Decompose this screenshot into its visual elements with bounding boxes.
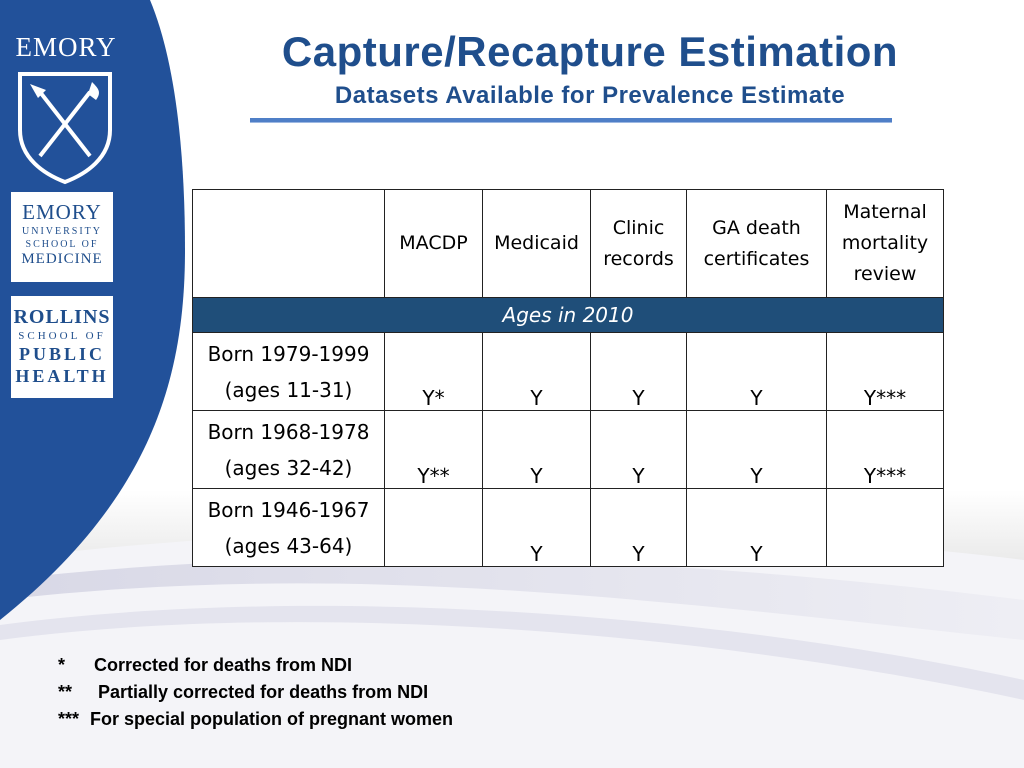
table-cell <box>384 488 483 567</box>
title-underline <box>250 118 892 123</box>
table-cell: Y*** <box>826 410 944 489</box>
slide-title: Capture/Recapture Estimation <box>281 28 899 75</box>
logo-line: SCHOOL OF <box>18 330 106 342</box>
table-cell: Y <box>686 410 827 489</box>
table-cell: Y*** <box>826 332 944 411</box>
footnotes: * Corrected for deaths from NDI ** Partial… <box>58 652 453 733</box>
row-header: Born 1946-1967 (ages 43-64) <box>192 488 385 567</box>
emory-wordmark: EMORY <box>15 32 117 62</box>
section-label: Ages in 2010 <box>192 297 944 333</box>
table-cell <box>826 488 944 567</box>
rollins-school-logo: ROLLINS SCHOOL OF PUBLIC HEALTH <box>11 296 113 398</box>
row-label-line2: (ages 32-42) <box>224 456 353 480</box>
logo-line: EMORY <box>22 200 102 224</box>
row-header: Born 1968-1978 (ages 32-42) <box>192 410 385 489</box>
school-of-medicine-logo: EMORY UNIVERSITY SCHOOL OF MEDICINE <box>11 192 113 282</box>
column-header-medicaid: Medicaid <box>482 189 591 298</box>
table-cell: Y* <box>384 332 483 411</box>
table-cell: Y <box>590 332 687 411</box>
table-cell: Y <box>590 410 687 489</box>
emory-shield-icon <box>18 72 112 185</box>
column-header-maternal-mortality-review: Maternal mortality review <box>826 189 944 298</box>
footnote-mark: *** <box>58 709 80 729</box>
footnote-text: Corrected for deaths from NDI <box>94 655 353 675</box>
column-header-empty <box>192 189 385 298</box>
logo-line: MEDICINE <box>21 251 103 267</box>
table-cell: Y <box>686 488 827 567</box>
logo-line: UNIVERSITY <box>22 226 102 237</box>
footnote: ** Partially corrected for deaths from ND… <box>58 679 453 706</box>
table-cell: Y <box>590 488 687 567</box>
footnote: * Corrected for deaths from NDI <box>58 652 453 679</box>
footnote-mark: * <box>58 655 66 675</box>
row-header: Born 1979-1999 (ages 11-31) <box>192 332 385 411</box>
footnote-text: Partially corrected for deaths from NDI <box>98 682 429 702</box>
table-row: Born 1968-1978 (ages 32-42) Y** Y Y Y Y*… <box>192 410 944 489</box>
table-cell: Y** <box>384 410 483 489</box>
logo-line: ROLLINS <box>13 306 111 328</box>
table-row: Born 1979-1999 (ages 11-31) Y* Y Y Y Y**… <box>192 332 944 411</box>
slide-subtitle: Datasets Available for Prevalence Estima… <box>334 82 846 109</box>
row-label-line1: Born 1979-1999 <box>207 342 370 366</box>
row-label-line2: (ages 11-31) <box>224 378 353 402</box>
row-label-line1: Born 1946-1967 <box>207 498 370 522</box>
column-header-macdp: MACDP <box>384 189 483 298</box>
logo-line: PUBLIC <box>18 344 105 364</box>
header-row: MACDP Medicaid Clinic records GA death c… <box>192 189 944 298</box>
datasets-table: MACDP Medicaid Clinic records GA death c… <box>192 189 944 567</box>
logo-line: SCHOOL OF <box>25 239 99 250</box>
table-cell: Y <box>482 410 591 489</box>
footnote-text: For special population of pregnant women <box>90 709 454 729</box>
table-cell: Y <box>482 488 591 567</box>
table-cell: Y <box>686 332 827 411</box>
row-label-line1: Born 1968-1978 <box>207 420 370 444</box>
row-label-line2: (ages 43-64) <box>224 534 353 558</box>
footnote: *** For special population of pregnant wo… <box>58 706 453 733</box>
column-header-clinic-records: Clinic records <box>590 189 687 298</box>
footnote-mark: ** <box>58 682 73 702</box>
logo-line: HEALTH <box>15 366 109 386</box>
section-row: Ages in 2010 <box>192 297 944 333</box>
table-row: Born 1946-1967 (ages 43-64) Y Y Y <box>192 488 944 567</box>
table-cell: Y <box>482 332 591 411</box>
column-header-ga-death-certificates: GA death certificates <box>686 189 827 298</box>
